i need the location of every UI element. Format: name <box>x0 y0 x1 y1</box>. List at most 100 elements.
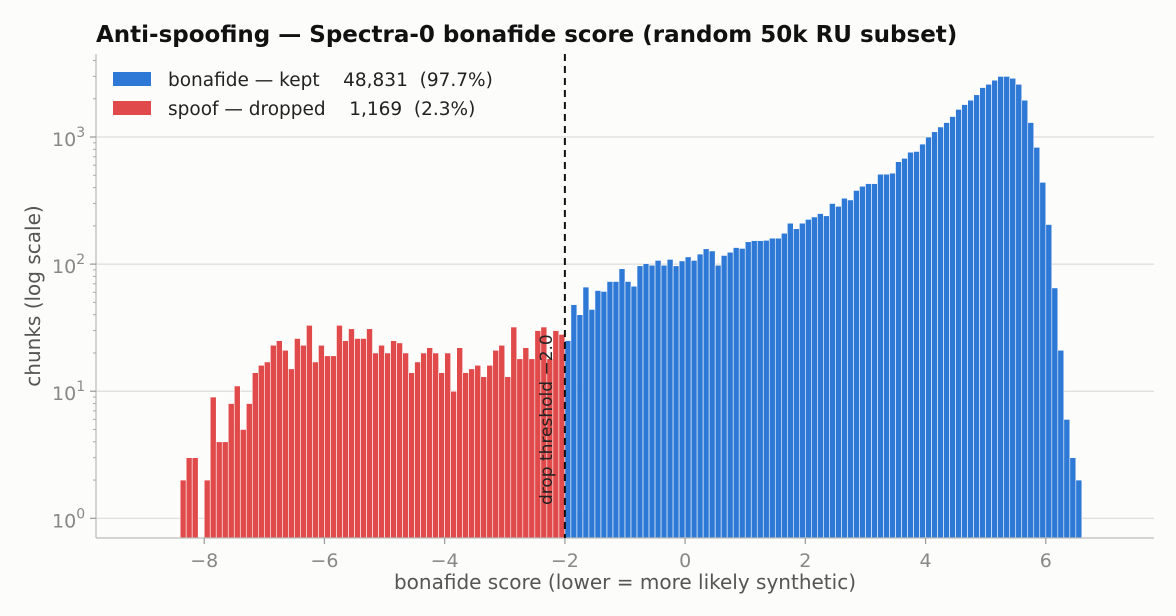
legend-label-spoof: spoof — dropped 1,169 (2.3%) <box>168 99 475 120</box>
bar <box>342 340 349 539</box>
bar <box>847 199 854 539</box>
bar <box>420 352 427 539</box>
bar <box>516 358 524 539</box>
bar <box>654 260 662 539</box>
bar <box>390 340 397 539</box>
bar <box>811 216 818 539</box>
bar <box>288 368 295 539</box>
bar <box>264 361 271 539</box>
bar <box>979 87 986 539</box>
y-tick-label: 103 <box>52 125 85 151</box>
bars <box>179 76 1083 539</box>
bar <box>642 263 650 539</box>
bar <box>1069 457 1077 539</box>
bar <box>456 347 463 539</box>
y-axis-label: chunks (log scale) <box>21 205 45 386</box>
bar <box>774 237 782 539</box>
bar <box>1027 122 1035 539</box>
bar <box>955 109 962 539</box>
bar <box>1051 287 1059 539</box>
bar <box>907 151 914 539</box>
bar <box>462 372 470 539</box>
bar <box>384 352 391 539</box>
bar <box>865 183 872 539</box>
x-tick-label: −8 <box>190 550 218 572</box>
bar <box>991 79 999 539</box>
bar <box>588 309 596 539</box>
legend-swatch-bonafide <box>113 72 151 86</box>
bar <box>492 349 500 539</box>
x-tick-label: −6 <box>310 550 338 572</box>
bar <box>925 136 932 539</box>
bar <box>720 255 728 539</box>
bar <box>690 260 698 539</box>
bar <box>744 241 752 539</box>
bar <box>793 228 800 539</box>
bar <box>245 403 253 539</box>
bar <box>859 185 866 539</box>
threshold-label: drop threshold −2.0 <box>537 334 557 505</box>
bar <box>270 344 277 539</box>
bar <box>366 328 373 539</box>
bar <box>414 361 421 539</box>
bar <box>378 344 385 539</box>
bar <box>360 338 367 539</box>
bar <box>203 479 211 539</box>
bar <box>624 281 632 539</box>
bar <box>823 215 830 539</box>
bar <box>714 264 722 539</box>
bar <box>576 314 584 539</box>
chart-title: Anti-spoofing — Spectra-0 bonafide score… <box>96 22 957 48</box>
bar <box>1057 349 1065 539</box>
bar <box>799 222 806 539</box>
bar <box>871 183 878 539</box>
bar <box>1063 419 1071 539</box>
bar <box>570 304 578 539</box>
bar <box>528 358 536 539</box>
bar <box>762 239 770 539</box>
bar <box>480 376 488 539</box>
bar <box>1003 76 1011 539</box>
bar <box>883 173 890 539</box>
bar <box>468 368 476 539</box>
bar <box>600 291 608 539</box>
bar <box>396 342 403 539</box>
bar <box>215 441 223 539</box>
bar <box>300 344 307 539</box>
bar <box>233 385 241 539</box>
bar <box>829 203 836 539</box>
bar <box>227 403 235 539</box>
bar <box>768 237 776 539</box>
bar <box>913 151 920 539</box>
bar <box>348 328 355 539</box>
bar <box>895 161 902 539</box>
bar <box>185 457 193 539</box>
bar <box>672 265 680 539</box>
bar <box>835 206 842 539</box>
bar <box>1045 224 1053 539</box>
bar <box>1033 147 1041 539</box>
bar <box>438 372 445 539</box>
bar <box>919 143 926 539</box>
bar <box>258 364 265 539</box>
bar <box>372 352 379 539</box>
x-axis-label: bonafide score (lower = more likely synt… <box>394 570 856 594</box>
bar <box>817 213 824 539</box>
legend-label-bonafide: bonafide — kept 48,831 (97.7%) <box>168 70 493 91</box>
bar <box>997 76 1005 539</box>
bar <box>967 99 974 539</box>
bar <box>209 396 217 539</box>
bar <box>877 173 884 539</box>
x-tick-label: 4 <box>920 550 932 572</box>
bar <box>239 429 247 539</box>
bar <box>750 240 758 539</box>
bar <box>282 349 289 539</box>
bar <box>306 325 313 539</box>
y-tick-label: 102 <box>52 252 85 278</box>
bar <box>973 94 980 539</box>
bar <box>432 352 439 539</box>
x-tick-label: 0 <box>679 550 691 572</box>
bar <box>354 338 361 539</box>
x-tick-label: 6 <box>1040 550 1052 572</box>
bar <box>726 251 734 539</box>
